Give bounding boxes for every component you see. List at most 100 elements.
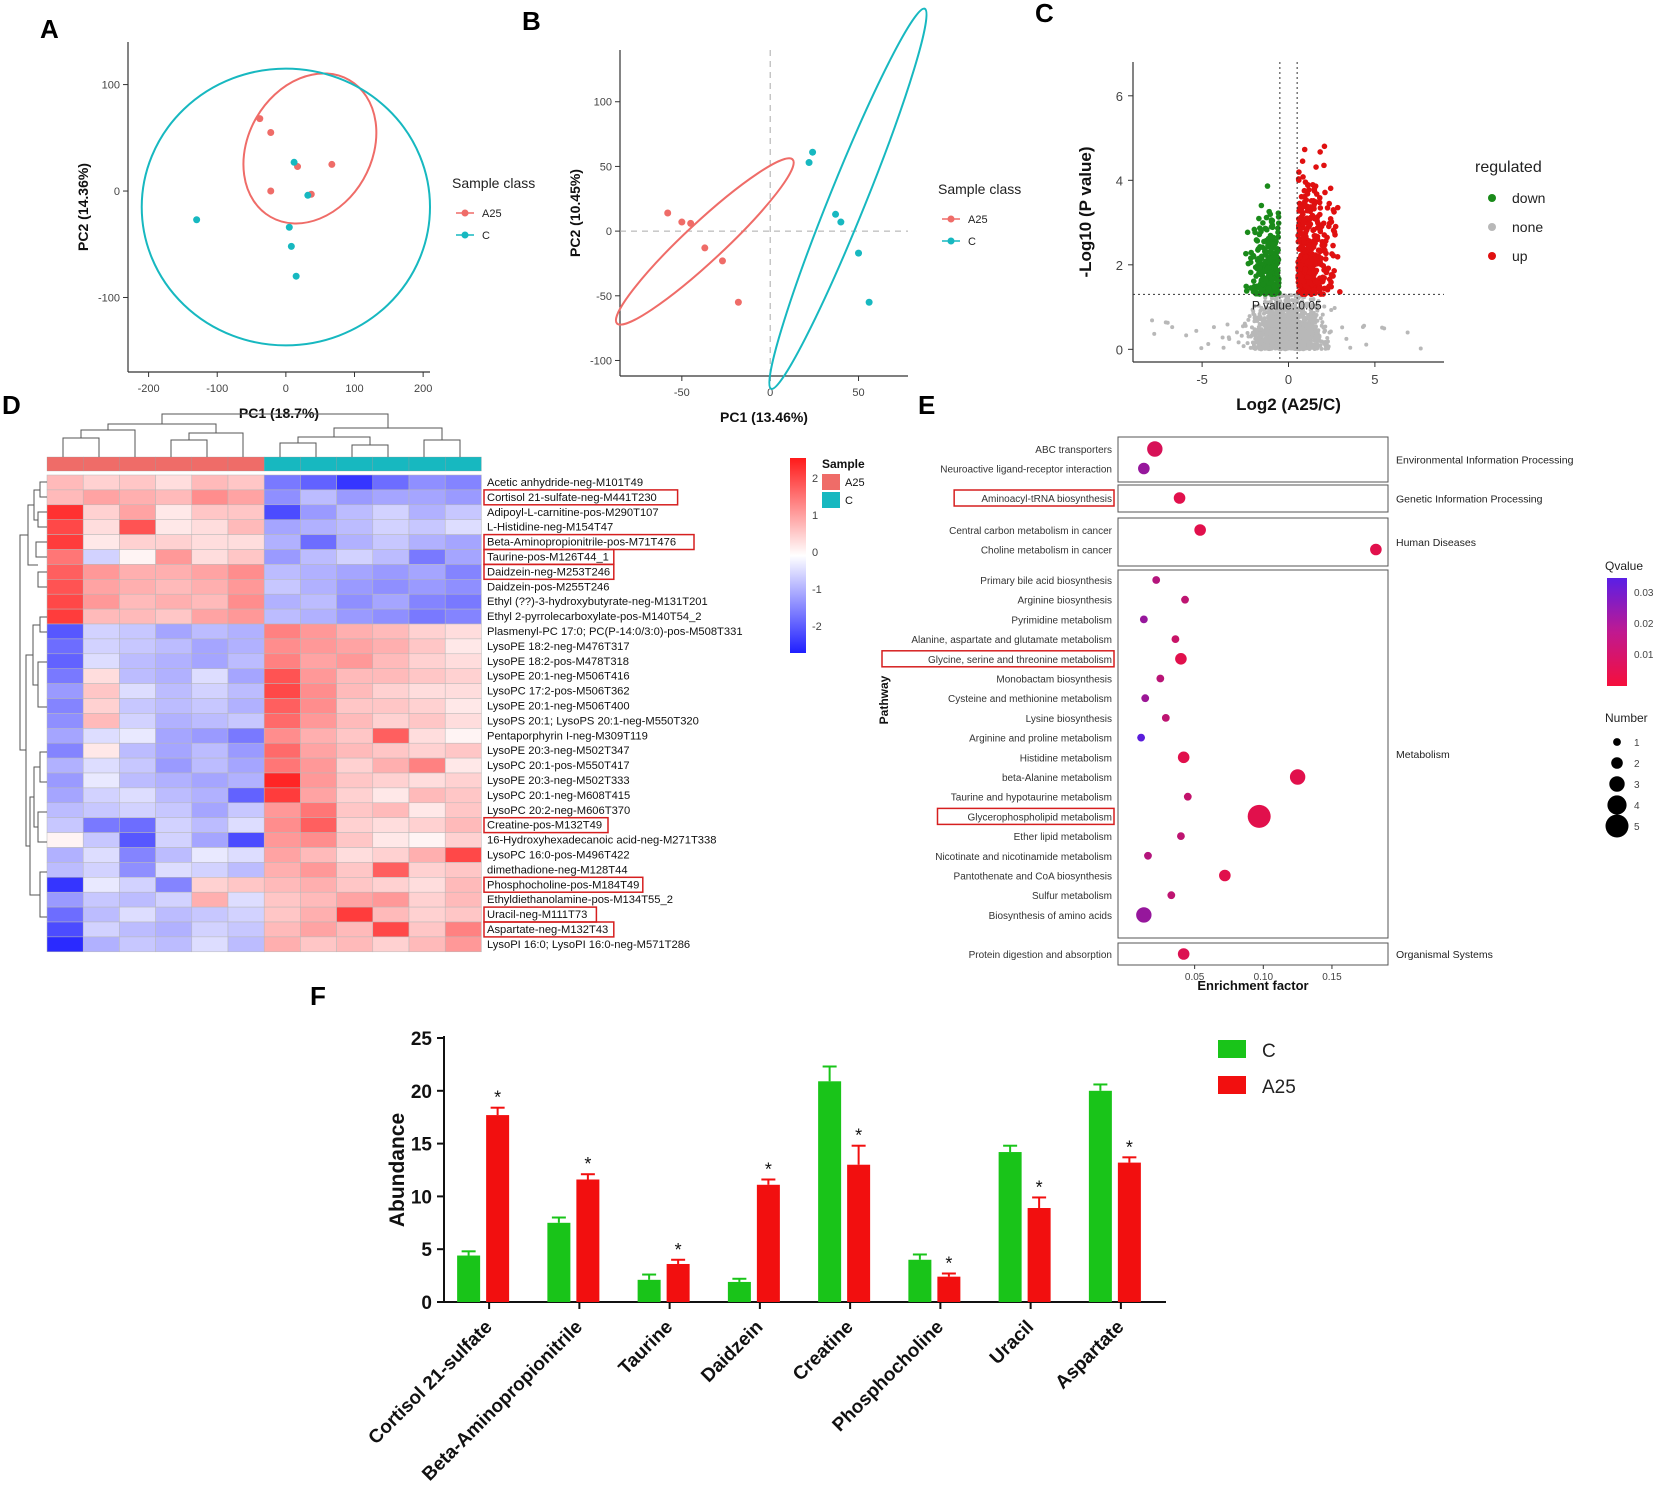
number-legend-label: 1 [1634,738,1640,749]
legend-entry-a25: A25 [968,214,988,226]
legend-marker-none [1488,223,1496,231]
volcano-point-down [1264,183,1271,189]
column-dendrogram-branch [107,423,217,433]
volcano-point-down [1272,263,1279,270]
pathway-label: Arginine and proline metabolism [969,734,1112,745]
heatmap-cell [155,847,193,863]
heatmap-cell [191,757,229,774]
heatmap-cell [119,638,156,655]
volcano-point-up [1316,285,1323,292]
heatmap-cell [336,623,374,640]
data-point-c [809,148,817,156]
heatmap-cell [372,534,410,550]
volcano-point-none [1322,304,1327,309]
pathway-bubble [1136,907,1152,923]
heatmap-cell [191,489,229,506]
heatmap-cell [46,936,84,953]
volcano-point-down [1256,265,1263,271]
x-tick-label: -50 [674,387,690,399]
pathway-label: Glycerophospholipid metabolism [967,812,1112,823]
volcano-point-none [1225,322,1230,327]
pathway-label: Central carbon metabolism in cancer [949,526,1113,537]
volcano-point-down [1274,255,1281,261]
pathway-label: Glycine, serine and threonine metabolism [928,655,1112,666]
heatmap-cell [300,862,337,878]
y-tick-label: 100 [102,80,120,92]
heatmap-cell [119,504,156,520]
volcano-point-none [1295,312,1300,317]
column-dendrogram-branch [170,439,208,457]
heatmap-cell [227,847,265,863]
pathway-bubble [1181,595,1189,604]
y-tick-label: 0 [1116,342,1123,357]
volcano-point-none [1315,318,1320,323]
volcano-point-none [1226,335,1231,340]
y-tick-label: -100 [98,292,120,304]
heatmap-cell [263,593,301,610]
panel-letter-a: A [40,14,59,44]
y-axis-title: PC2 (14.36%) [75,163,91,251]
volcano-point-none [1327,330,1332,335]
row-label: Adipoyl-L-carnitine-pos-M290T107 [487,507,659,519]
volcano-point-none [1258,322,1263,327]
heatmap-cell [372,862,410,878]
volcano-point-none [1236,340,1241,345]
heatmap-cell [82,847,120,863]
colorbar-tick-label: 0 [812,547,818,559]
pca-plot-b: -50 0 50 100 50 0 -50 -100 PC1 (13.46%) PC2 (10.4… [567,7,1021,425]
significance-marker: * [494,1088,501,1108]
volcano-point-up [1315,253,1322,260]
row-label: LysoPE 18:2-neg-M476T317 [487,641,630,653]
heatmap-cell [227,579,265,595]
heatmap-cell [46,891,84,908]
volcano-point-none [1211,325,1216,330]
heatmap-cell [408,757,446,774]
volcano-point-none [1300,304,1305,309]
volcano-point-none [1311,310,1316,315]
volcano-point-none [1289,293,1294,298]
heatmap-cell [408,832,446,848]
volcano-point-none [1306,324,1311,329]
heatmap-cell [46,772,84,789]
volcano-point-up [1327,185,1334,192]
volcano-point-none [1380,325,1385,330]
heatmap-cell [300,817,337,833]
confidence-ellipse-a25 [242,72,378,225]
data-point-c [805,159,813,167]
bar-a25 [486,1115,510,1302]
volcano-point-up [1305,182,1311,189]
heatmap-cell [408,772,446,789]
heatmap-cell [119,877,156,893]
volcano-point-up [1298,193,1305,200]
volcano-point-none [1206,342,1211,347]
heatmap-cell [227,653,265,669]
data-point-a25 [267,128,275,136]
pca-plot-a: -200 -100 0 100 200 100 0 -100 PC1 (18.7%) PC2 (1… [75,42,535,421]
pathway-group-label: Organismal Systems [1396,949,1493,961]
heatmap-cell [263,713,301,729]
x-tick-label: 0.10 [1254,972,1274,983]
heatmap-cell [444,728,482,744]
pathway-label: Pantothenate and CoA biosynthesis [954,872,1112,883]
heatmap-cell [336,906,374,923]
volcano-point-up [1321,143,1328,150]
volcano-point-down [1252,229,1258,236]
legend-entry-c: C [482,230,490,242]
volcano-point-down [1243,250,1249,257]
heatmap-cell [227,728,265,744]
group-bar-cell-a25 [119,456,156,472]
volcano-point-down [1268,250,1274,256]
volcano-point-down [1265,265,1272,271]
heatmap-cell [46,549,84,565]
volcano-point-none [1321,325,1326,330]
heatmap-cell [372,623,410,640]
pathway-bubble [1177,751,1190,764]
volcano-point-none [1292,307,1297,312]
heatmap-cell [191,921,229,938]
volcano-point-none [1308,307,1313,312]
legend-entry-c: C [1262,1041,1276,1062]
volcano-point-down [1265,242,1271,248]
volcano-point-none [1344,336,1349,341]
row-label: LysoPE 20:3-neg-M502T333 [487,775,630,787]
volcano-point-down [1254,238,1261,244]
